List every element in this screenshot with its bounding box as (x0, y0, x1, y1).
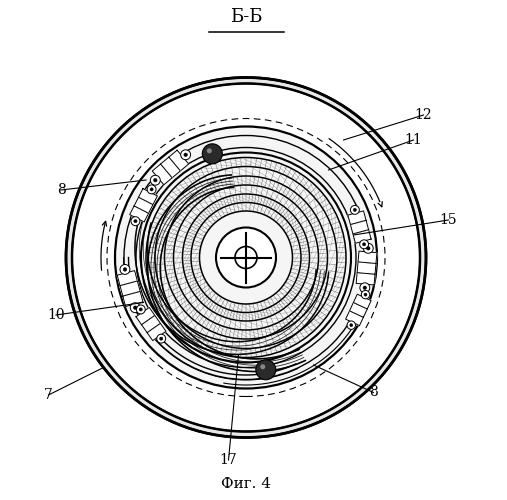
Circle shape (133, 306, 137, 310)
Polygon shape (120, 281, 140, 296)
Circle shape (359, 240, 369, 249)
Circle shape (364, 293, 367, 296)
Polygon shape (117, 270, 137, 285)
Circle shape (184, 153, 188, 156)
Circle shape (350, 206, 359, 214)
Circle shape (216, 228, 276, 288)
Circle shape (256, 360, 276, 380)
Polygon shape (136, 308, 155, 324)
Text: 7: 7 (44, 388, 53, 402)
Polygon shape (346, 311, 364, 326)
Polygon shape (348, 211, 366, 224)
Circle shape (139, 308, 142, 311)
Polygon shape (123, 292, 143, 306)
Circle shape (360, 283, 370, 292)
Circle shape (363, 242, 366, 246)
Circle shape (151, 176, 160, 185)
Circle shape (154, 178, 157, 182)
Circle shape (147, 185, 156, 194)
Text: 15: 15 (440, 213, 457, 227)
Polygon shape (169, 150, 189, 171)
Polygon shape (147, 324, 166, 340)
Text: 10: 10 (47, 308, 65, 322)
Polygon shape (353, 294, 371, 309)
Circle shape (131, 216, 140, 226)
Polygon shape (152, 164, 172, 185)
Circle shape (157, 334, 166, 343)
Circle shape (353, 208, 356, 212)
Text: 8: 8 (57, 183, 65, 197)
Circle shape (120, 264, 130, 274)
Circle shape (180, 150, 191, 160)
Circle shape (347, 321, 355, 330)
Polygon shape (138, 188, 157, 204)
Circle shape (115, 126, 377, 388)
Circle shape (150, 188, 153, 191)
Text: 17: 17 (220, 453, 237, 467)
Text: 12: 12 (415, 108, 432, 122)
Circle shape (123, 268, 127, 271)
Polygon shape (349, 302, 367, 318)
Polygon shape (358, 251, 377, 264)
Polygon shape (356, 272, 375, 285)
Circle shape (361, 290, 370, 299)
Circle shape (130, 302, 140, 312)
Circle shape (363, 286, 367, 290)
Polygon shape (350, 220, 369, 234)
Polygon shape (141, 316, 160, 332)
Text: Фиг. 4: Фиг. 4 (221, 477, 271, 491)
Polygon shape (130, 206, 149, 222)
PathPatch shape (66, 78, 426, 438)
Polygon shape (161, 157, 180, 178)
Circle shape (160, 337, 163, 340)
Circle shape (202, 144, 222, 164)
Circle shape (207, 148, 212, 154)
Circle shape (367, 246, 370, 250)
Polygon shape (134, 198, 153, 214)
Text: 11: 11 (405, 133, 422, 147)
Polygon shape (357, 262, 376, 274)
Text: Б-Б: Б-Б (230, 8, 262, 26)
Circle shape (235, 246, 257, 268)
Circle shape (350, 324, 353, 326)
Text: 8: 8 (369, 386, 378, 400)
Circle shape (260, 364, 265, 370)
Circle shape (134, 220, 137, 223)
Polygon shape (353, 230, 371, 243)
Circle shape (136, 305, 145, 314)
Circle shape (364, 244, 373, 254)
